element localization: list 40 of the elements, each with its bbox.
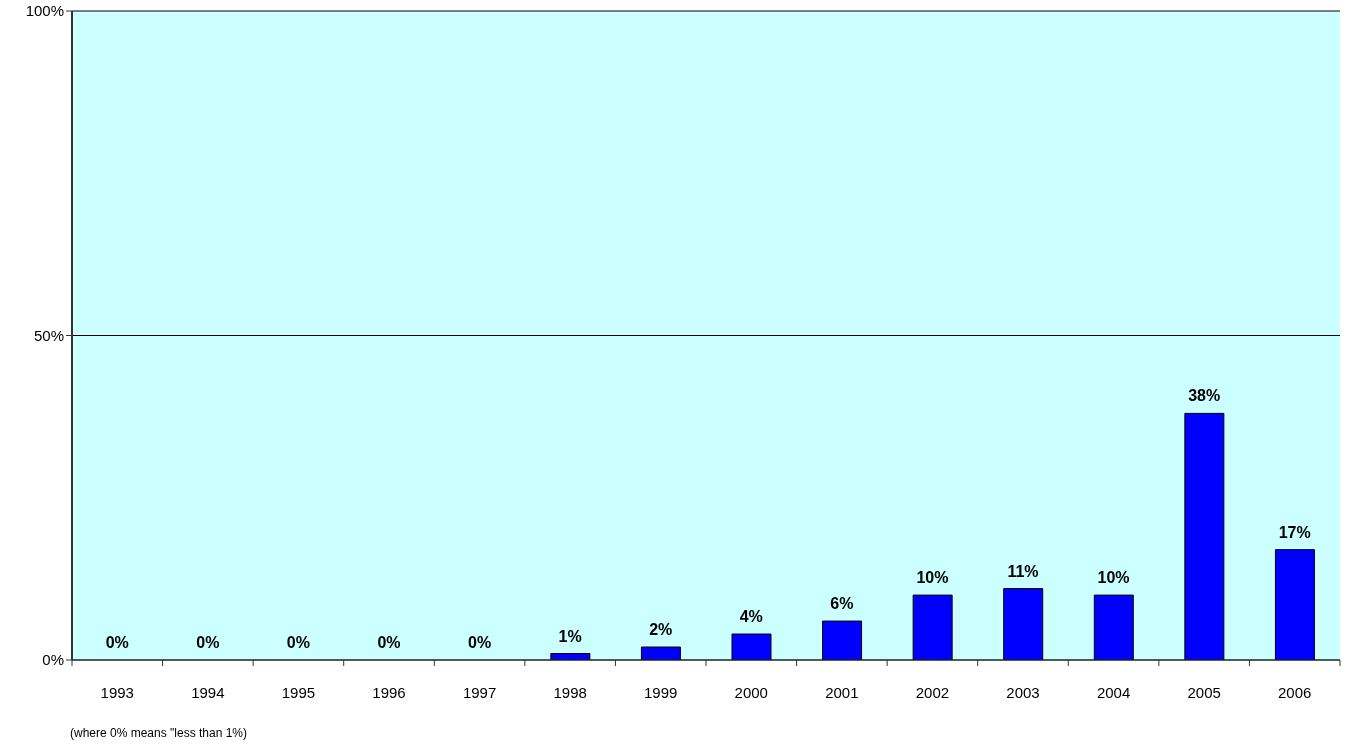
bar <box>731 633 772 660</box>
x-tick-label: 2002 <box>915 684 950 701</box>
data-label: 0% <box>286 634 310 651</box>
x-tick-label: 2004 <box>1096 684 1131 701</box>
x-tick-label: 1995 <box>281 684 316 701</box>
data-label: 0% <box>377 634 401 651</box>
data-label: 0% <box>468 634 492 651</box>
x-tick-label: 1998 <box>553 684 587 701</box>
bar <box>822 620 863 660</box>
data-label: 11% <box>1007 562 1039 580</box>
x-tick-label: 1999 <box>644 684 678 701</box>
x-tick-label: 1994 <box>191 684 225 701</box>
x-tick-label: 2006 <box>1278 684 1312 701</box>
bar <box>1003 588 1044 660</box>
x-tick-label: 2003 <box>1006 684 1040 701</box>
y-tick-label: 100% <box>25 2 64 20</box>
data-label: 0% <box>105 634 129 651</box>
y-tick-label: 50% <box>33 326 64 344</box>
data-label: 17% <box>1278 523 1311 541</box>
y-tick-label: 0% <box>42 651 64 669</box>
data-label: 1% <box>558 627 582 645</box>
x-tick-label: 1993 <box>100 684 134 701</box>
x-tick-label: 2005 <box>1187 684 1221 701</box>
bar <box>1184 412 1225 660</box>
data-label: 10% <box>916 569 949 587</box>
data-label: 10% <box>1097 569 1130 587</box>
data-label: 6% <box>830 595 854 613</box>
x-tick-label: 2001 <box>825 684 859 701</box>
bar <box>1093 594 1134 660</box>
text: (where 0% means "less than 1%) <box>70 726 248 740</box>
x-tick-label: 1996 <box>372 684 406 701</box>
bar <box>640 646 681 660</box>
data-label: 38% <box>1188 387 1221 405</box>
data-label: 0% <box>196 634 220 651</box>
x-tick-label: 2000 <box>734 684 768 701</box>
x-tick-label: 1997 <box>462 684 497 701</box>
data-label: 2% <box>649 621 673 639</box>
bar <box>912 594 953 660</box>
data-label: 4% <box>739 608 763 626</box>
bar <box>1274 549 1315 660</box>
